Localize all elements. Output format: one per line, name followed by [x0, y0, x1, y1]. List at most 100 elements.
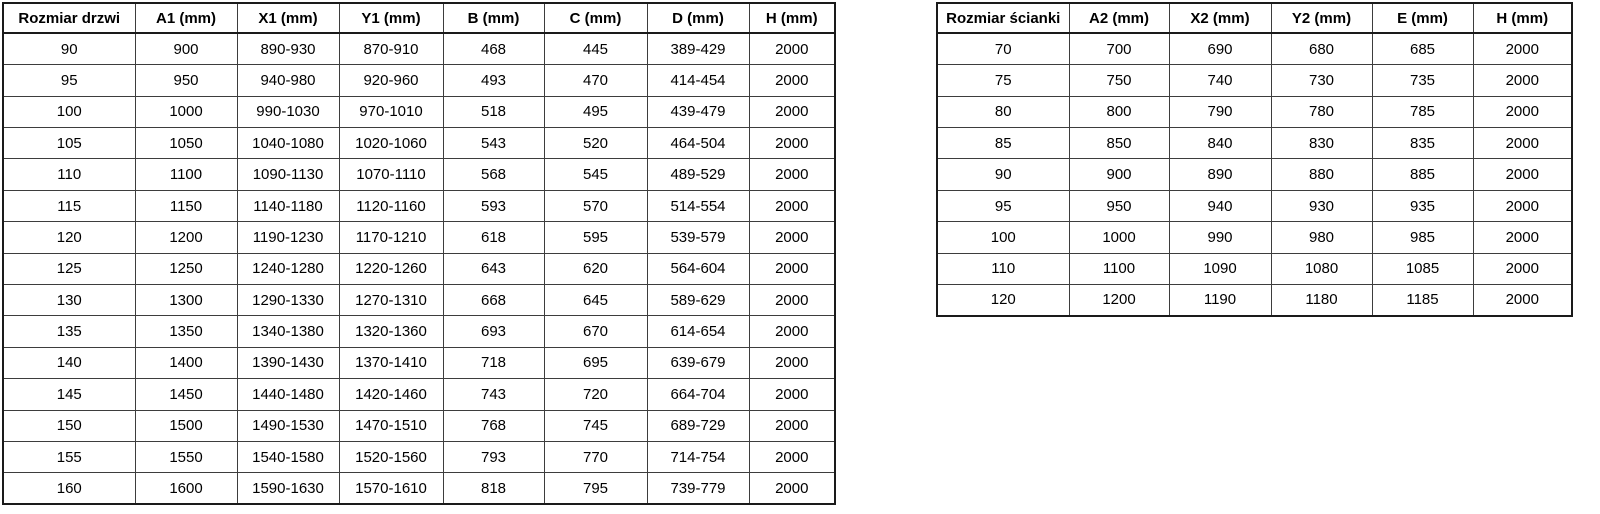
table-cell: 100 — [936, 221, 1070, 254]
table-row: 105 1050 1040-1080 1020-1060 543 520 464-504 20… — [2, 127, 836, 160]
table-cell: 75 — [936, 64, 1070, 97]
table-row: 115 1150 1140-1180 1120-1160 593 570 514-554 20… — [2, 189, 836, 223]
table-cell: 980 — [1270, 221, 1373, 254]
table-row: 90 900 890 880 885 2000 — [936, 158, 1573, 191]
table-cell: 690 — [1168, 32, 1272, 66]
table-cell: 780 — [1270, 95, 1373, 129]
table-cell: 90 — [936, 158, 1070, 191]
table-row: 90 900 890-930 870-910 468 445 389-429 2000 — [2, 32, 836, 66]
table-cell: 1300 — [134, 284, 238, 317]
table-cell: 110 — [2, 158, 136, 191]
table-cell: 870-910 — [338, 32, 444, 66]
table-row: 110 1100 1090-1130 1070-1110 568 545 489-529 20… — [2, 158, 836, 191]
table-cell: 793 — [442, 440, 545, 474]
column-header: A2 (mm) — [1068, 2, 1170, 35]
table-cell: 930 — [1270, 189, 1373, 223]
table-cell: 100 — [2, 95, 136, 129]
table-cell: 689-729 — [646, 409, 750, 442]
table-cell: 568 — [442, 158, 545, 191]
table-cell: 2000 — [1472, 95, 1573, 129]
table-cell: 1170-1210 — [338, 221, 444, 254]
table-cell: 1450 — [134, 378, 238, 411]
column-header: Y1 (mm) — [338, 2, 444, 35]
table-cell: 2000 — [748, 158, 836, 191]
table-cell: 718 — [442, 346, 545, 380]
table-cell: 1270-1310 — [338, 284, 444, 317]
table-cell: 1490-1530 — [236, 409, 340, 442]
table-cell: 740 — [1168, 64, 1272, 97]
column-header: D (mm) — [646, 2, 750, 35]
table-cell: 2000 — [748, 346, 836, 380]
table-cell: 2000 — [1472, 221, 1573, 254]
table-cell: 90 — [2, 32, 136, 66]
door-size-table: Rozmiar drzwi A1 (mm) X1 (mm) Y1 (mm) B (mm)… — [2, 2, 836, 506]
table-row: 75 750 740 730 735 2000 — [936, 64, 1573, 97]
table-row: 80 800 790 780 785 2000 — [936, 95, 1573, 129]
table-row: 160 1600 1590-1630 1570-1610 818 795 739-779 20… — [2, 472, 836, 505]
table-cell: 800 — [1068, 95, 1170, 129]
table-cell: 693 — [442, 315, 545, 348]
wall-table-body: 70 700 690 680 685 2000 75 750 740 730 735 2000 80 80… — [936, 32, 1573, 317]
table-cell: 950 — [134, 64, 238, 97]
table-cell: 970-1010 — [338, 95, 444, 129]
table-cell: 1350 — [134, 315, 238, 348]
table-cell: 664-704 — [646, 378, 750, 411]
table-cell: 790 — [1168, 95, 1272, 129]
table-cell: 468 — [442, 32, 545, 66]
table-cell: 1000 — [1068, 221, 1170, 254]
table-cell: 1570-1610 — [338, 472, 444, 505]
table-cell: 135 — [2, 315, 136, 348]
table-cell: 489-529 — [646, 158, 750, 191]
table-cell: 1250 — [134, 252, 238, 286]
table-cell: 670 — [543, 315, 648, 348]
table-cell: 518 — [442, 95, 545, 129]
table-cell: 1370-1410 — [338, 346, 444, 380]
table-cell: 2000 — [748, 409, 836, 442]
table-cell: 595 — [543, 221, 648, 254]
table-cell: 2000 — [1472, 284, 1573, 317]
table-cell: 2000 — [748, 95, 836, 129]
table-cell: 739-779 — [646, 472, 750, 505]
table-cell: 1340-1380 — [236, 315, 340, 348]
table-cell: 2000 — [748, 64, 836, 97]
table-cell: 985 — [1371, 221, 1474, 254]
table-cell: 543 — [442, 127, 545, 160]
table-cell: 1420-1460 — [338, 378, 444, 411]
table-row: 100 1000 990-1030 970-1010 518 495 439-479 2000 — [2, 95, 836, 129]
table-row: 135 1350 1340-1380 1320-1360 693 670 614-654 20… — [2, 315, 836, 348]
table-cell: 1020-1060 — [338, 127, 444, 160]
table-cell: 940 — [1168, 189, 1272, 223]
table-cell: 900 — [1068, 158, 1170, 191]
table-cell: 840 — [1168, 127, 1272, 160]
table-row: 110 1100 1090 1080 1085 2000 — [936, 252, 1573, 286]
table-cell: 2000 — [748, 472, 836, 505]
table-cell: 785 — [1371, 95, 1474, 129]
table-cell: 1000 — [134, 95, 238, 129]
table-cell: 850 — [1068, 127, 1170, 160]
table-cell: 2000 — [748, 221, 836, 254]
table-row: 70 700 690 680 685 2000 — [936, 32, 1573, 66]
table-cell: 70 — [936, 32, 1070, 66]
table-cell: 514-554 — [646, 189, 750, 223]
table-cell: 2000 — [748, 378, 836, 411]
table-cell: 1120-1160 — [338, 189, 444, 223]
table-cell: 795 — [543, 472, 648, 505]
table-cell: 940-980 — [236, 64, 340, 97]
table-row: 120 1200 1190-1230 1170-1210 618 595 539-579 20… — [2, 221, 836, 254]
table-cell: 120 — [2, 221, 136, 254]
table-cell: 2000 — [1472, 32, 1573, 66]
table-cell: 1140-1180 — [236, 189, 340, 223]
table-cell: 2000 — [1472, 189, 1573, 223]
table-cell: 520 — [543, 127, 648, 160]
table-cell: 105 — [2, 127, 136, 160]
table-cell: 614-654 — [646, 315, 750, 348]
table-cell: 714-754 — [646, 440, 750, 474]
table-cell: 1540-1580 — [236, 440, 340, 474]
table-cell: 85 — [936, 127, 1070, 160]
table-cell: 990-1030 — [236, 95, 340, 129]
table-cell: 2000 — [748, 440, 836, 474]
table-cell: 1185 — [1371, 284, 1474, 317]
table-cell: 639-679 — [646, 346, 750, 380]
table-cell: 95 — [936, 189, 1070, 223]
